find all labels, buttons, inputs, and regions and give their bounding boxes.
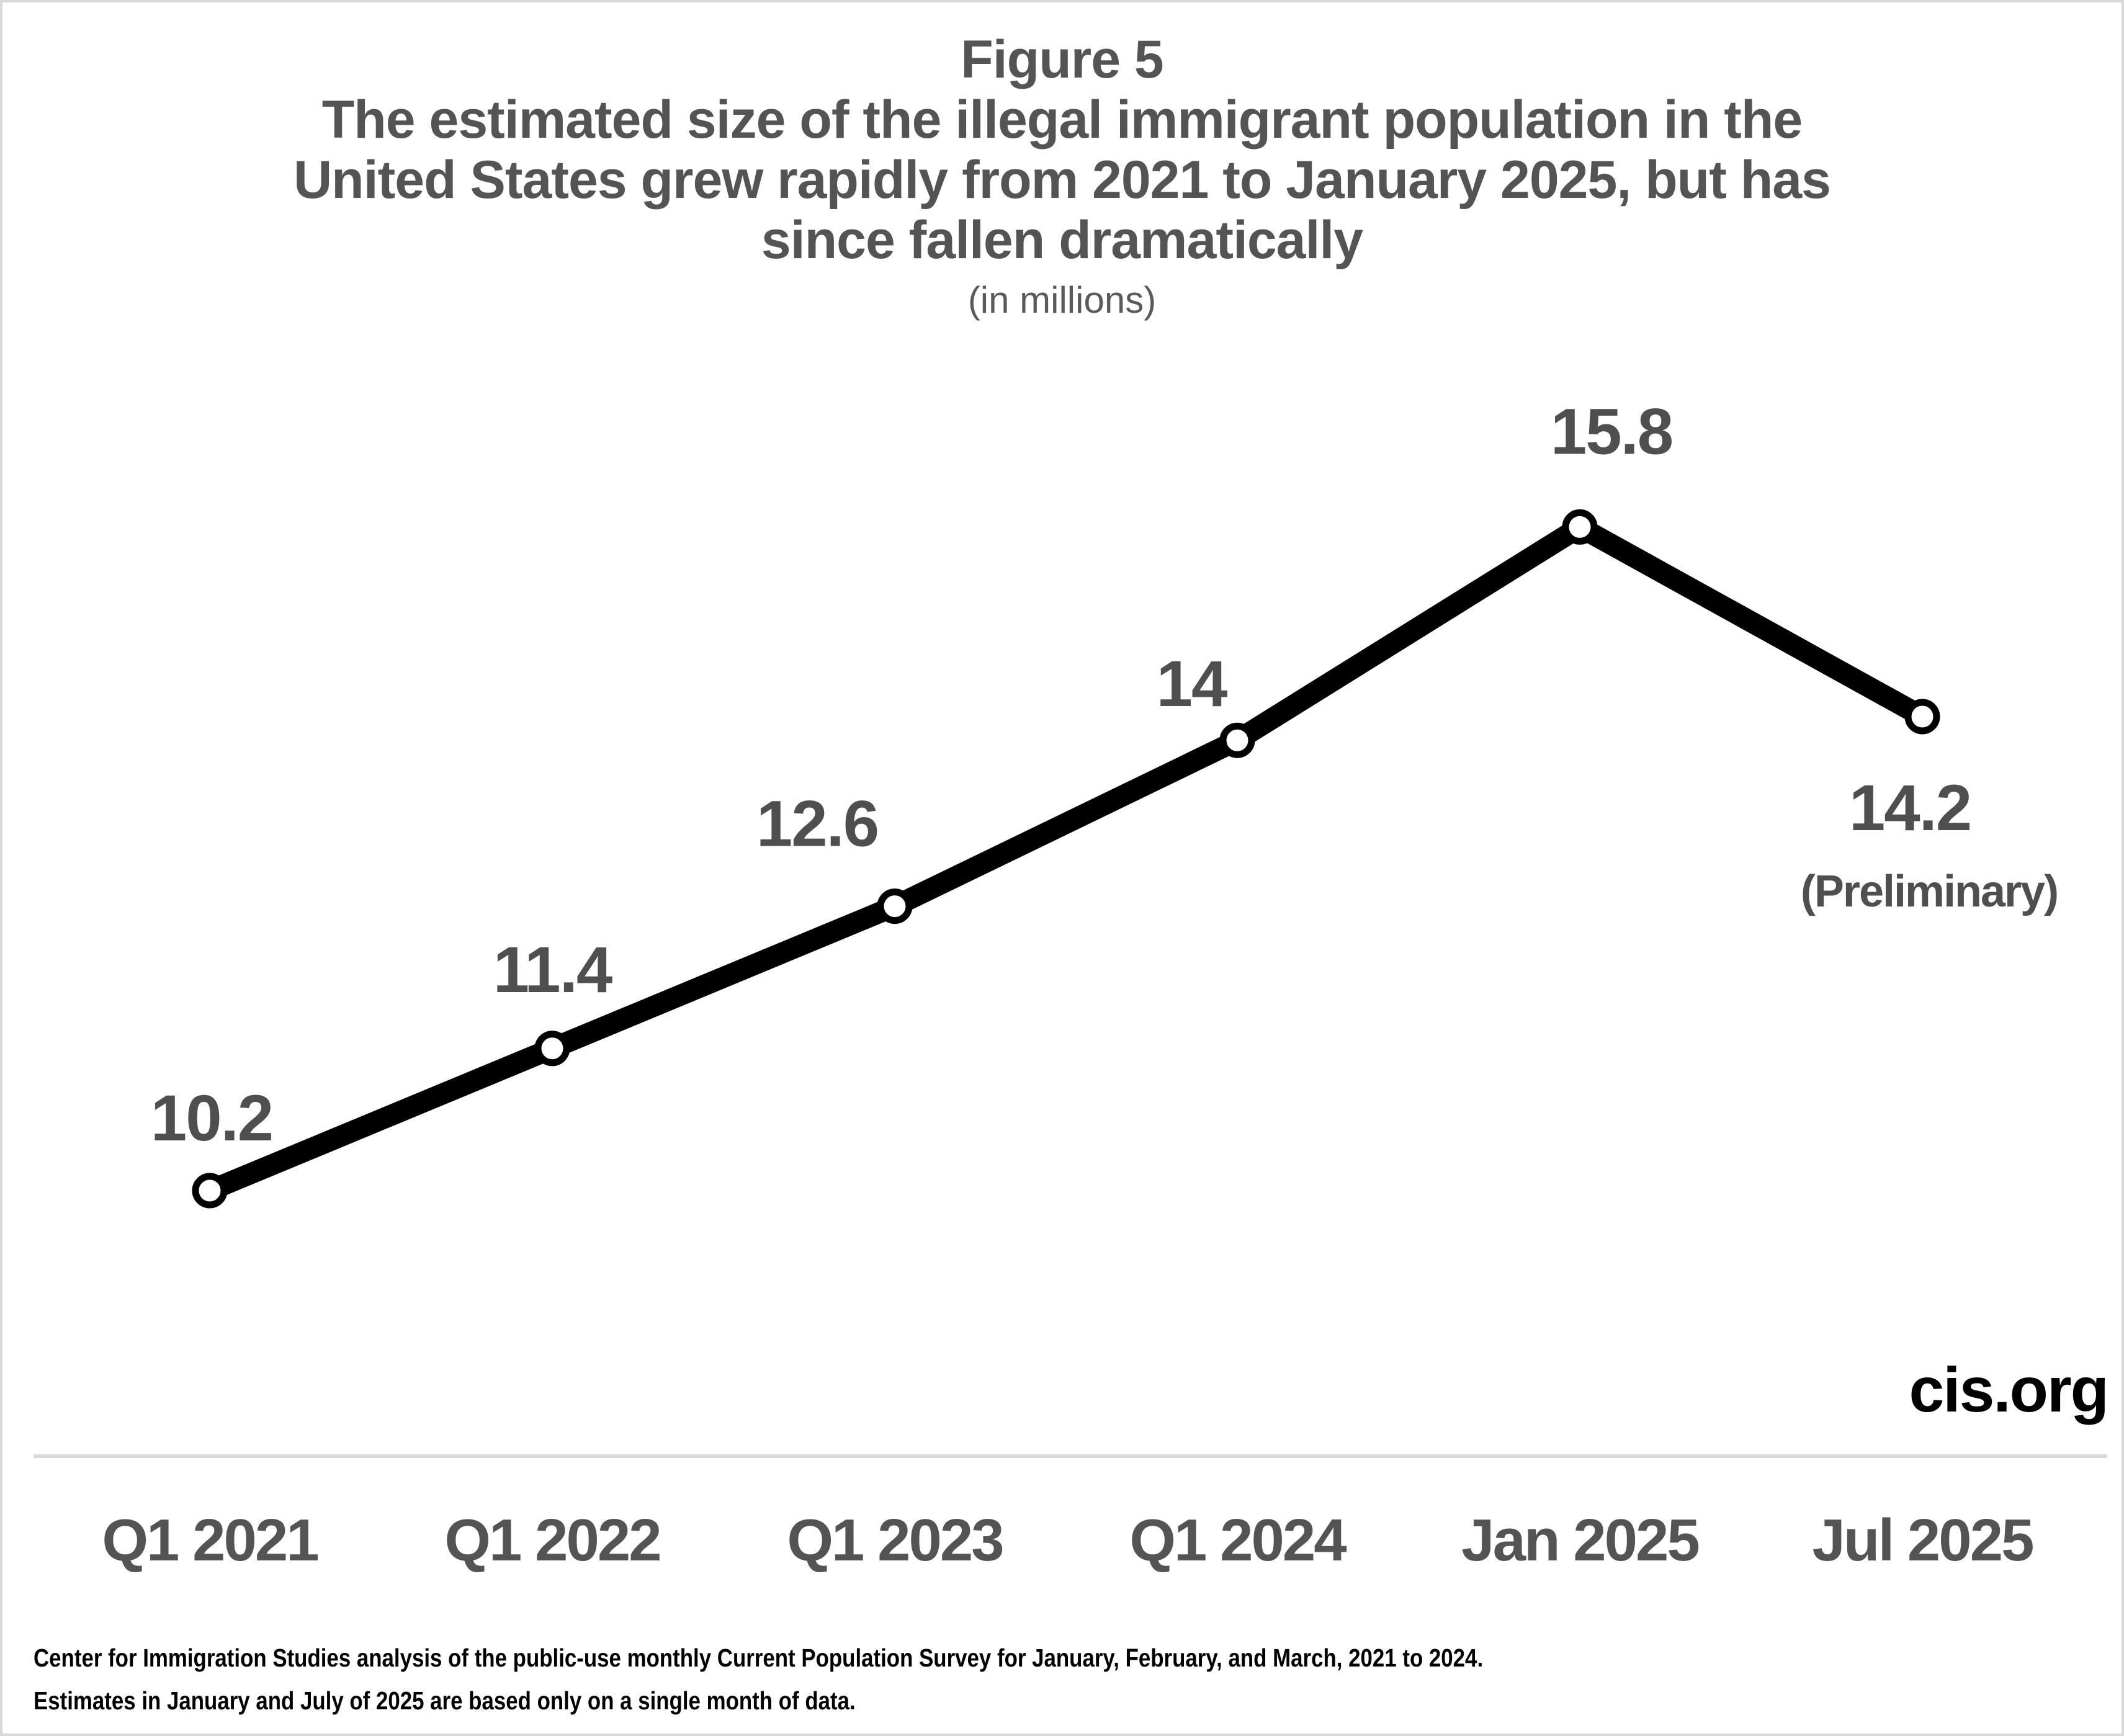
trend-line — [205, 516, 1928, 1201]
branding-cis-org: cis.org — [1909, 1354, 2109, 1425]
chart-units-subtitle: (in millions) — [967, 279, 1157, 321]
chart-title-line-1: The estimated size of the illegal immigr… — [321, 90, 1803, 150]
preliminary-note-label: (Preliminary) — [1801, 867, 2058, 916]
data-point-value-label: 14 — [1157, 648, 1227, 720]
x-axis-label-jan-2025: Jan 2025 — [1461, 1507, 1700, 1573]
data-point-value-label: 12.6 — [756, 788, 878, 861]
data-point-marker — [1562, 509, 1598, 545]
x-axis-label-q1-2022: Q1 2022 — [444, 1507, 661, 1573]
data-point-value-label: 11.4 — [493, 934, 612, 1006]
chart-title-line-2: United States grew rapidly from 2021 to … — [294, 150, 1831, 210]
x-axis-label-q1-2024: Q1 2024 — [1129, 1507, 1347, 1573]
data-point-value-label: 14.2 — [1849, 772, 1971, 844]
data-point-marker — [192, 1173, 228, 1209]
figure-number: Figure 5 — [961, 30, 1164, 89]
x-axis-label-q1-2023: Q1 2023 — [787, 1507, 1004, 1573]
source-footnote-line-1: Center for Immigration Studies analysis … — [34, 1644, 1484, 1672]
data-point-marker — [1219, 722, 1255, 758]
chart-title-line-3: since fallen dramatically — [761, 210, 1363, 270]
data-point-value-label: 10.2 — [151, 1082, 272, 1155]
data-point-marker — [877, 888, 913, 924]
x-axis-label-jul-2025: Jul 2025 — [1812, 1507, 2035, 1573]
x-axis-label-q1-2021: Q1 2021 — [102, 1507, 319, 1573]
data-point-marker — [534, 1031, 570, 1067]
source-footnote: Center for Immigration Studies analysis … — [34, 1637, 1483, 1722]
data-point-marker — [1904, 699, 1940, 735]
title-block: Figure 5 The estimated size of the illeg… — [2, 30, 2122, 330]
source-footnote-line-2: Estimates in January and July of 2025 ar… — [34, 1686, 856, 1715]
data-point-value-label: 15.8 — [1551, 395, 1672, 468]
